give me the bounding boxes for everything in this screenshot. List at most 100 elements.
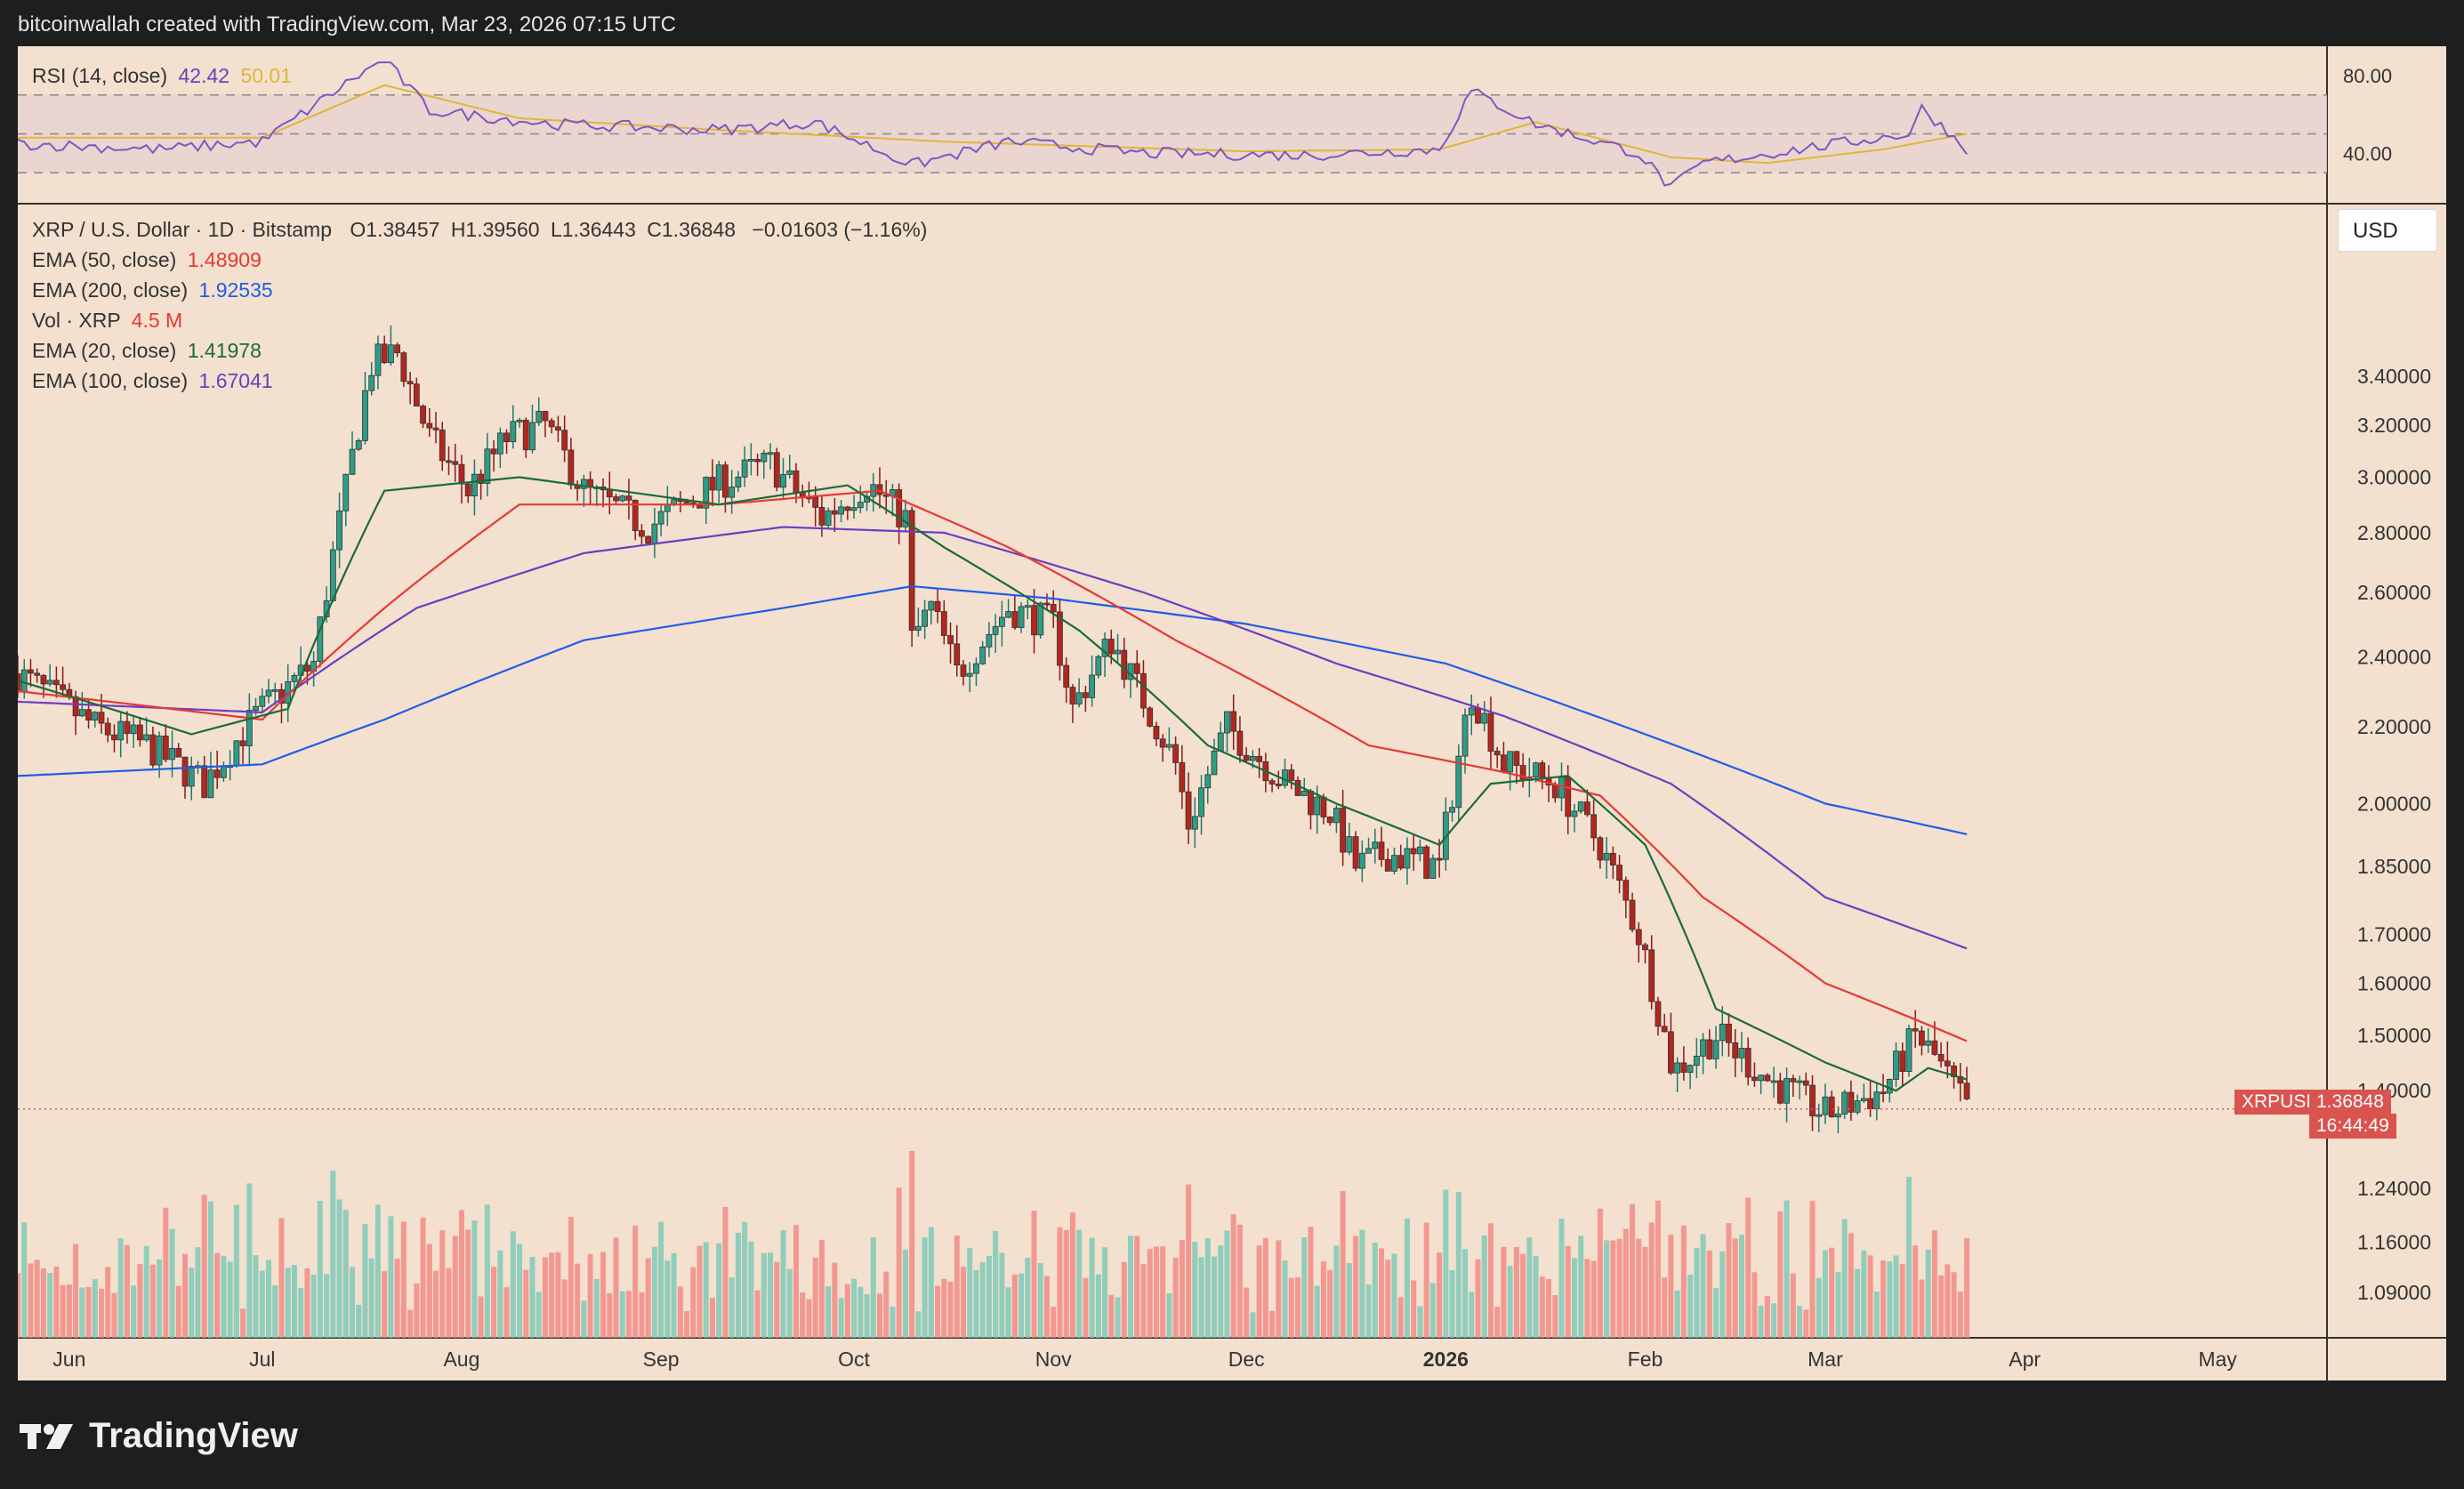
candle: [1449, 807, 1455, 813]
indicator-label: EMA (200, close): [32, 278, 189, 302]
volume-bar: [1095, 1274, 1101, 1338]
candle: [1326, 817, 1333, 824]
volume-bar: [1037, 1263, 1043, 1338]
candle: [1860, 1098, 1867, 1101]
tradingview-logo[interactable]: TradingView: [20, 1416, 298, 1456]
rsi-value: 42.42: [178, 64, 230, 87]
rsi-tick-label: 40.00: [2343, 142, 2392, 165]
volume-bar: [1359, 1229, 1365, 1338]
indicator-volume[interactable]: Vol · XRP 4.5 M: [32, 309, 182, 333]
volume-bar: [1212, 1256, 1218, 1338]
volume-bar: [761, 1252, 767, 1338]
volume-bar: [324, 1274, 330, 1338]
indicator-ema100[interactable]: EMA (100, close) 1.67041: [32, 369, 273, 393]
volume-bar: [1230, 1214, 1236, 1338]
volume-bar: [935, 1285, 941, 1338]
candle: [1533, 762, 1539, 777]
y-tick-label: 3.20000: [2357, 414, 2431, 437]
x-tick-label: Dec: [1228, 1348, 1265, 1371]
volume-bar: [28, 1263, 34, 1338]
volume-bar: [832, 1262, 838, 1338]
candle: [1828, 1096, 1835, 1118]
indicator-label: Vol · XRP: [32, 309, 121, 332]
candle: [1397, 855, 1405, 869]
candle: [773, 452, 780, 488]
volume-bar: [1642, 1246, 1648, 1338]
volume-bar: [690, 1267, 697, 1338]
candle: [850, 507, 858, 511]
candle: [1423, 846, 1430, 879]
currency-button[interactable]: USD: [2338, 209, 2437, 252]
candle: [812, 496, 819, 508]
candle: [1519, 765, 1526, 781]
candle: [793, 470, 800, 493]
chart-frame[interactable]: 80.00 40.00 Jun Jul Aug Sep Oct Nov Dec 2026 Feb Ma…: [18, 46, 2446, 1380]
volume-bar: [613, 1237, 619, 1338]
indicator-ema50[interactable]: EMA (50, close) 1.48909: [32, 248, 262, 272]
volume-bar: [1005, 1287, 1011, 1338]
candle: [1352, 836, 1359, 869]
volume-bar: [1822, 1250, 1828, 1338]
volume-bar: [639, 1292, 645, 1338]
volume-bar: [851, 1278, 858, 1338]
candle: [715, 464, 722, 491]
volume-bar: [1397, 1297, 1404, 1338]
candle: [703, 477, 710, 509]
candle: [529, 422, 535, 451]
volume-bar: [66, 1284, 72, 1338]
indicator-value: 1.92535: [198, 278, 273, 302]
candle: [1410, 848, 1417, 855]
candle: [1719, 1023, 1726, 1042]
candle: [1776, 1080, 1784, 1104]
candle: [484, 448, 491, 484]
volume-bar: [85, 1287, 92, 1338]
volume-bar: [1346, 1263, 1352, 1338]
volume-bar: [858, 1286, 864, 1338]
candle: [1461, 714, 1469, 757]
candle: [1115, 649, 1121, 655]
candle: [561, 430, 568, 451]
ema-line: [18, 526, 1968, 950]
volume-bar: [1706, 1250, 1712, 1338]
candle: [1340, 808, 1347, 853]
candle: [1867, 1098, 1873, 1109]
candle: [143, 734, 150, 741]
volume-bar: [1616, 1238, 1623, 1338]
volume-bar: [1513, 1247, 1519, 1338]
candle: [1107, 639, 1115, 655]
volume-bar: [1379, 1248, 1385, 1338]
x-tick-label: May: [2198, 1348, 2237, 1371]
volume-bar: [844, 1284, 850, 1338]
volume-bar: [1584, 1259, 1590, 1338]
volume-bar: [896, 1187, 902, 1338]
candle: [1770, 1080, 1777, 1083]
rsi-legend: RSI (14, close) 42.42 50.01: [32, 64, 292, 88]
volume-bar: [207, 1201, 213, 1338]
volume-bar: [1758, 1306, 1764, 1338]
indicator-ema200[interactable]: EMA (200, close) 1.92535: [32, 278, 273, 302]
volume-bar: [458, 1210, 464, 1338]
volume-bar: [388, 1216, 394, 1338]
candle: [825, 510, 832, 526]
x-tick-label: Apr: [2009, 1348, 2041, 1371]
candle: [1153, 726, 1160, 740]
volume-bar: [825, 1286, 832, 1338]
volume-bar: [1867, 1255, 1873, 1338]
chart-svg[interactable]: 80.00 40.00 Jun Jul Aug Sep Oct Nov Dec 2026 Feb Ma…: [18, 46, 2446, 1380]
volume-bar: [1880, 1260, 1887, 1338]
candle: [490, 448, 497, 455]
indicator-ema20[interactable]: EMA (20, close) 1.41978: [32, 339, 262, 363]
volume-bar: [1295, 1277, 1301, 1338]
volume-bar: [510, 1231, 516, 1338]
volume-bar: [1455, 1192, 1461, 1338]
volume-bar: [1031, 1210, 1037, 1338]
indicator-value: 1.67041: [198, 369, 273, 392]
candle: [52, 680, 60, 686]
candle: [464, 483, 471, 496]
volume-bar: [1887, 1261, 1893, 1338]
candle: [998, 616, 1005, 627]
candle: [914, 625, 922, 631]
candle: [645, 535, 652, 544]
volume-bar: [1590, 1260, 1597, 1338]
volume-bar: [793, 1225, 799, 1338]
